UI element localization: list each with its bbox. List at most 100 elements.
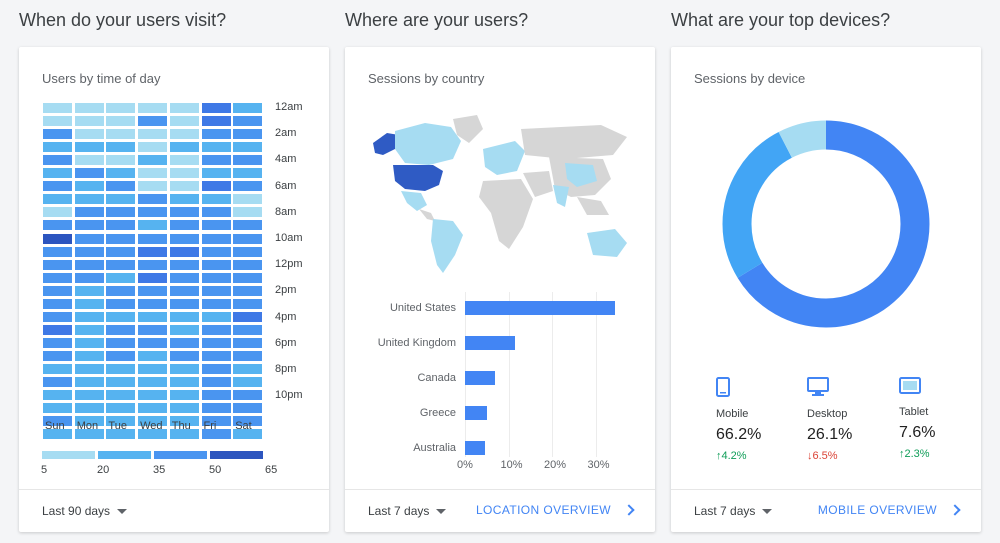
heatmap-cell[interactable] <box>74 194 104 205</box>
heatmap-cell[interactable] <box>43 416 72 427</box>
heatmap-cell[interactable] <box>106 298 136 309</box>
device-stat-tablet[interactable]: Tablet 7.6% ↑2.3% <box>899 377 935 460</box>
heatmap-cell[interactable] <box>233 364 263 374</box>
heatmap-cell[interactable] <box>233 233 263 244</box>
country-bar[interactable] <box>465 406 487 420</box>
heatmap-cell[interactable] <box>201 220 231 231</box>
heatmap-cell[interactable] <box>74 246 104 257</box>
heatmap-cell[interactable] <box>138 181 168 192</box>
heatmap-cell[interactable] <box>233 181 263 192</box>
heatmap-cell[interactable] <box>233 207 263 218</box>
location-overview-link[interactable]: LOCATION OVERVIEW <box>476 503 635 517</box>
heatmap-cell[interactable] <box>74 129 104 140</box>
heatmap-cell[interactable] <box>106 324 136 335</box>
heatmap-cell[interactable] <box>106 168 136 179</box>
heatmap-cell[interactable] <box>74 259 104 270</box>
heatmap-cell[interactable] <box>233 194 263 205</box>
heatmap-cell[interactable] <box>74 416 104 427</box>
heatmap-cell[interactable] <box>138 350 168 361</box>
heatmap-cell[interactable] <box>43 337 72 348</box>
heatmap-cell[interactable] <box>138 233 168 244</box>
heatmap-cell[interactable] <box>201 181 231 192</box>
heatmap-cell[interactable] <box>233 129 263 140</box>
heatmap-cell[interactable] <box>201 298 231 309</box>
heatmap-cell[interactable] <box>74 350 104 361</box>
heatmap-cell[interactable] <box>201 377 231 388</box>
heatmap-cell[interactable] <box>106 259 136 270</box>
donut-slice-desktop[interactable] <box>722 120 930 328</box>
heatmap-cell[interactable] <box>233 155 263 166</box>
heatmap-cell[interactable] <box>138 403 168 414</box>
device-donut-chart[interactable] <box>721 119 931 329</box>
heatmap-cell[interactable] <box>169 390 199 401</box>
heatmap-cell[interactable] <box>74 337 104 348</box>
date-range-dropdown[interactable]: Last 7 days <box>694 504 773 518</box>
heatmap-cell[interactable] <box>43 377 72 388</box>
heatmap-cell[interactable] <box>138 194 168 205</box>
heatmap-cell[interactable] <box>169 364 199 374</box>
heatmap-cell[interactable] <box>233 142 263 153</box>
heatmap-cell[interactable] <box>43 285 72 296</box>
heatmap-cell[interactable] <box>138 377 168 388</box>
device-stat-mobile[interactable]: Mobile 66.2% ↑4.2% <box>716 377 761 462</box>
heatmap-cell[interactable] <box>169 416 199 427</box>
heatmap-cell[interactable] <box>138 259 168 270</box>
heatmap-cell[interactable] <box>106 364 136 374</box>
heatmap-cell[interactable] <box>169 233 199 244</box>
heatmap-cell[interactable] <box>169 181 199 192</box>
heatmap-cell[interactable] <box>233 311 263 322</box>
heatmap-cell[interactable] <box>201 194 231 205</box>
heatmap-cell[interactable] <box>106 272 136 283</box>
heatmap-cell[interactable] <box>138 324 168 335</box>
heatmap-cell[interactable] <box>43 298 72 309</box>
heatmap-cell[interactable] <box>138 416 168 427</box>
heatmap-cell[interactable] <box>74 168 104 179</box>
heatmap-cell[interactable] <box>201 103 231 113</box>
heatmap-cell[interactable] <box>201 337 231 348</box>
heatmap-cell[interactable] <box>201 285 231 296</box>
country-bar[interactable] <box>465 371 496 385</box>
heatmap-cell[interactable] <box>233 103 263 113</box>
heatmap-cell[interactable] <box>43 350 72 361</box>
heatmap-cell[interactable] <box>138 142 168 153</box>
country-bar[interactable] <box>465 441 486 455</box>
heatmap-cell[interactable] <box>138 220 168 231</box>
heatmap-cell[interactable] <box>74 429 104 440</box>
heatmap-cell[interactable] <box>201 350 231 361</box>
heatmap-cell[interactable] <box>43 220 72 231</box>
heatmap-cell[interactable] <box>201 168 231 179</box>
heatmap-cell[interactable] <box>233 377 263 388</box>
heatmap-cell[interactable] <box>43 311 72 322</box>
heatmap-cell[interactable] <box>201 259 231 270</box>
heatmap-cell[interactable] <box>138 272 168 283</box>
heatmap-cell[interactable] <box>43 259 72 270</box>
heatmap-cell[interactable] <box>106 377 136 388</box>
heatmap-cell[interactable] <box>106 429 136 440</box>
heatmap-cell[interactable] <box>201 246 231 257</box>
heatmap-cell[interactable] <box>106 337 136 348</box>
heatmap-cell[interactable] <box>74 220 104 231</box>
heatmap-cell[interactable] <box>43 390 72 401</box>
heatmap-cell[interactable] <box>201 403 231 414</box>
heatmap-cell[interactable] <box>106 350 136 361</box>
heatmap-cell[interactable] <box>74 390 104 401</box>
heatmap-cell[interactable] <box>74 298 104 309</box>
heatmap-cell[interactable] <box>43 246 72 257</box>
heatmap-cell[interactable] <box>233 416 263 427</box>
heatmap-cell[interactable] <box>169 337 199 348</box>
heatmap-cell[interactable] <box>169 311 199 322</box>
heatmap-cell[interactable] <box>74 285 104 296</box>
heatmap-cell[interactable] <box>233 429 263 440</box>
country-bar[interactable] <box>465 336 516 350</box>
heatmap-cell[interactable] <box>169 207 199 218</box>
heatmap-cell[interactable] <box>74 311 104 322</box>
heatmap-cell[interactable] <box>74 207 104 218</box>
heatmap-cell[interactable] <box>233 324 263 335</box>
heatmap-cell[interactable] <box>233 259 263 270</box>
heatmap-cell[interactable] <box>169 142 199 153</box>
heatmap-cell[interactable] <box>138 116 168 127</box>
heatmap-cell[interactable] <box>106 220 136 231</box>
heatmap-cell[interactable] <box>106 246 136 257</box>
heatmap-cell[interactable] <box>233 220 263 231</box>
date-range-dropdown[interactable]: Last 7 days <box>368 504 447 518</box>
